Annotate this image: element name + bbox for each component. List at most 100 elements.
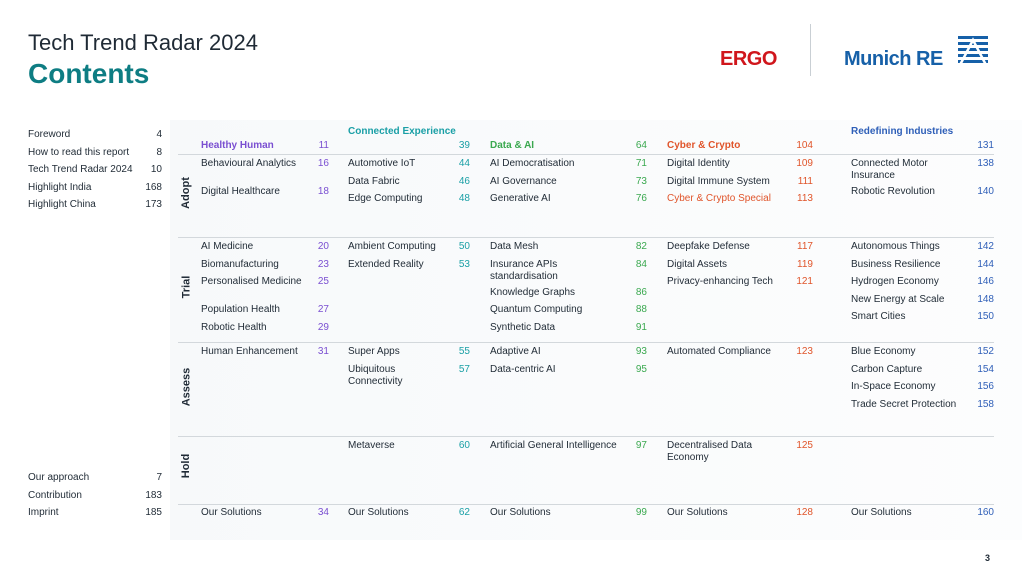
solutions-link-page: 128 [796, 507, 813, 518]
topic-link[interactable]: Artificial General Intelligence 97 [490, 437, 647, 465]
topic-link-page: 44 [458, 158, 470, 169]
column-header-name: Connected Experience [348, 126, 456, 137]
topic-link-name: Business Resilience [851, 258, 941, 270]
topic-link-name: Cyber & Crypto Special [667, 193, 771, 204]
topic-link[interactable]: Super Apps 55 [348, 343, 470, 361]
topic-link[interactable]: Adaptive AI 93 [490, 343, 647, 361]
topic-link-name: Super Apps [348, 346, 400, 357]
toc-link[interactable]: Highlight India 168 [28, 179, 162, 197]
topic-link[interactable]: Robotic Health 29 [201, 319, 329, 337]
topic-link-name: Blue Economy [851, 346, 916, 357]
topic-link[interactable]: Deepfake Defense 117 [667, 238, 813, 256]
topic-link[interactable]: New Energy at Scale 148 [851, 291, 994, 309]
topic-cell: Automated Compliance 123 [667, 343, 813, 361]
topic-link[interactable]: Data-centric AI 95 [490, 361, 647, 379]
topic-cell: Data Mesh 82 Insurance APIs standardisatio… [490, 238, 647, 336]
topic-link[interactable]: Biomanufacturing 23 [201, 256, 329, 274]
solutions-link-name: Our Solutions [348, 507, 409, 518]
toc-link-page: 183 [145, 489, 162, 501]
solutions-link[interactable]: Our Solutions 34 [201, 504, 329, 522]
topic-link[interactable]: Carbon Capture 154 [851, 361, 994, 379]
topic-link[interactable]: Behavioural Analytics 16 [201, 155, 329, 183]
topic-link[interactable]: Smart Cities 150 [851, 308, 994, 326]
topic-link[interactable]: Robotic Revolution 140 [851, 183, 994, 201]
topic-link[interactable]: Hydrogen Economy 146 [851, 273, 994, 291]
topic-link[interactable]: Blue Economy 152 [851, 343, 994, 361]
topic-cell: Adaptive AI 93 Data-centric AI 95 [490, 343, 647, 378]
toc-link[interactable]: Foreword 4 [28, 126, 162, 144]
toc-link[interactable]: Our approach 7 [28, 469, 162, 487]
column-header[interactable]: Connected Experience 39 [348, 126, 470, 152]
topic-link[interactable]: Human Enhancement 31 [201, 343, 329, 361]
topic-link-name: Automated Compliance [667, 346, 771, 357]
topic-link[interactable]: Insurance APIs standardisation 84 [490, 256, 647, 284]
toc-link[interactable]: Imprint 185 [28, 504, 162, 522]
topic-link-name: Insurance APIs standardisation [490, 258, 558, 282]
topic-link-page: 93 [635, 346, 647, 357]
ergo-logo: ERGO [720, 48, 777, 70]
topic-link[interactable]: Automotive IoT 44 [348, 155, 470, 173]
topic-link-name: Personalised Medicine [201, 276, 302, 287]
topic-link[interactable]: Personalised Medicine 25 [201, 273, 329, 301]
topic-link[interactable]: AI Governance 73 [490, 173, 647, 191]
topic-link[interactable]: Automated Compliance 123 [667, 343, 813, 361]
topic-link-name: Autonomous Things [851, 241, 940, 252]
topic-link[interactable]: Edge Computing 48 [348, 190, 470, 208]
topic-link[interactable]: Trade Secret Protection 158 [851, 396, 994, 424]
topic-link[interactable]: Generative AI 76 [490, 190, 647, 208]
topic-link[interactable]: Knowledge Graphs 86 [490, 284, 647, 302]
toc-bottom-list: Our approach 7 Contribution 183 Imprint 185 [28, 469, 162, 522]
topic-link[interactable]: Quantum Computing 88 [490, 301, 647, 319]
column-header[interactable]: Redefining Industries 131 [851, 126, 994, 152]
topic-link-page: 121 [796, 276, 813, 287]
toc-link[interactable]: Contribution 183 [28, 487, 162, 505]
topic-link[interactable]: Data Mesh 82 [490, 238, 647, 256]
topic-link[interactable]: In-Space Economy 156 [851, 378, 994, 396]
topic-link[interactable]: Ambient Computing 50 [348, 238, 470, 256]
column-header[interactable]: Cyber & Crypto 104 [667, 126, 813, 152]
topic-cell: Ambient Computing 50 Extended Reality 53 [348, 238, 470, 273]
topic-cell: AI Medicine 20 Biomanufacturing 23 Personali… [201, 238, 329, 336]
solutions-link[interactable]: Our Solutions 160 [851, 504, 994, 522]
solutions-link-name: Our Solutions [490, 507, 551, 518]
solutions-link[interactable]: Our Solutions 128 [667, 504, 813, 522]
topic-link[interactable]: Metaverse 60 [348, 437, 470, 455]
topic-link[interactable]: Digital Healthcare 18 [201, 183, 329, 201]
topic-link[interactable]: Synthetic Data 91 [490, 319, 647, 337]
topic-link-name: Ambient Computing [348, 241, 436, 252]
topic-link[interactable]: Population Health 27 [201, 301, 329, 319]
topic-link-name: AI Democratisation [490, 158, 575, 169]
topic-link[interactable]: Connected Motor Insurance 138 [851, 155, 994, 183]
topic-link[interactable]: Digital Identity 109 [667, 155, 813, 173]
topic-link[interactable]: Privacy-enhancing Tech 121 [667, 273, 813, 301]
column-header[interactable]: Healthy Human 11 [201, 126, 329, 152]
topic-link[interactable]: Ubiquitous Connectivity 57 [348, 361, 470, 389]
topic-link[interactable]: AI Medicine 20 [201, 238, 329, 256]
topic-cell: Deepfake Defense 117 Digital Assets 119 Priv… [667, 238, 813, 301]
toc-link[interactable]: How to read this report 8 [28, 144, 162, 162]
column-header[interactable]: Data & AI 64 [490, 126, 647, 152]
phase-label-adopt: Adopt [178, 154, 194, 232]
solutions-link[interactable]: Our Solutions 62 [348, 504, 470, 522]
topic-link[interactable]: AI Democratisation 71 [490, 155, 647, 173]
topic-link-page: 71 [635, 158, 647, 169]
line-hold-top [178, 436, 994, 437]
toc-link[interactable]: Highlight China 173 [28, 196, 162, 214]
topic-link-page: 140 [977, 186, 994, 197]
topic-link[interactable]: Data Fabric 46 [348, 173, 470, 191]
topic-link[interactable]: Digital Immune System 111 [667, 173, 813, 191]
topic-link-name: Digital Identity [667, 158, 730, 169]
topic-link-name: Ubiquitous Connectivity [348, 363, 403, 387]
solutions-link[interactable]: Our Solutions 99 [490, 504, 647, 522]
topic-link[interactable]: Extended Reality 53 [348, 256, 470, 274]
topic-link[interactable]: Business Resilience 144 [851, 256, 994, 274]
topic-link[interactable]: Digital Assets 119 [667, 256, 813, 274]
topic-link[interactable]: Cyber & Crypto Special 113 [667, 190, 813, 218]
toc-link[interactable]: Tech Trend Radar 2024 10 [28, 161, 162, 179]
topic-link-name: Edge Computing [348, 193, 423, 204]
topic-link-page: 148 [977, 293, 994, 305]
topic-link[interactable]: Autonomous Things 142 [851, 238, 994, 256]
topic-link-name: Human Enhancement [201, 346, 298, 357]
topic-link[interactable]: Decentralised Data Economy 125 [667, 437, 813, 465]
page-number: 3 [984, 553, 990, 563]
